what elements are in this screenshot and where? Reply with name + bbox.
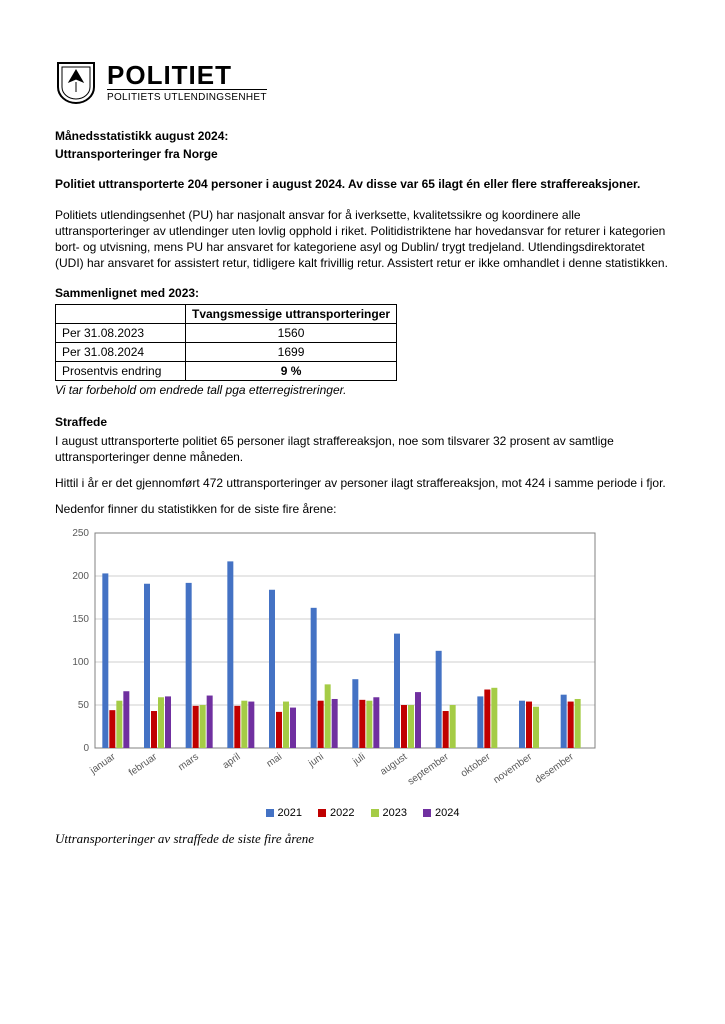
svg-text:april: april [221, 752, 243, 772]
logo-title: POLITIET [107, 62, 267, 88]
chart-container: 0 50 100 150 200 250 januar februar mars april mai… [55, 523, 670, 820]
svg-text:100: 100 [72, 657, 89, 668]
legend-item: 2024 [423, 806, 459, 821]
legend-swatch [371, 809, 379, 817]
legend-label: 2024 [435, 807, 459, 819]
crest-icon [55, 60, 97, 106]
straffede-p2: Hittil i år er det gjennomført 472 uttra… [55, 475, 670, 491]
svg-text:januar: januar [88, 751, 118, 777]
legend-swatch [423, 809, 431, 817]
legend-item: 2021 [266, 806, 302, 821]
svg-text:150: 150 [72, 614, 89, 625]
svg-text:250: 250 [72, 528, 89, 539]
svg-text:juli: juli [350, 752, 367, 769]
compare-empty-header [56, 304, 186, 323]
legend-item: 2022 [318, 806, 354, 821]
chart-legend: 2021 2022 2023 2024 [55, 806, 670, 821]
legend-item: 2023 [371, 806, 407, 821]
legend-label: 2021 [278, 807, 302, 819]
svg-text:november: november [491, 751, 534, 786]
legend-label: 2022 [330, 807, 354, 819]
logo-block: POLITIET POLITIETS UTLENDINGSENHET [55, 60, 670, 106]
chart-caption: Uttransporteringer av straffede de siste… [55, 830, 670, 848]
legend-swatch [318, 809, 326, 817]
logo-text: POLITIET POLITIETS UTLENDINGSENHET [107, 62, 267, 105]
compare-table: Tvangsmessige uttransporteringer Per 31.… [55, 304, 397, 382]
svg-text:september: september [406, 751, 452, 787]
compare-footnote: Vi tar forbehold om endrede tall pga ett… [55, 382, 670, 398]
svg-text:200: 200 [72, 571, 89, 582]
summary-paragraph: Politiet uttransporterte 204 personer i … [55, 176, 670, 192]
legend-label: 2023 [383, 807, 407, 819]
compare-heading: Sammenlignet med 2023: [55, 285, 670, 301]
svg-text:oktober: oktober [459, 751, 493, 780]
doc-heading-line2: Uttransporteringer fra Norge [55, 146, 670, 162]
svg-text:august: august [378, 752, 409, 778]
intro-paragraph: Politiets utlendingsenhet (PU) har nasjo… [55, 207, 670, 272]
svg-text:mai: mai [265, 752, 285, 770]
svg-text:februar: februar [127, 751, 160, 779]
svg-text:juni: juni [306, 752, 326, 771]
table-row: Per 31.08.2023 1560 [56, 323, 397, 342]
svg-text:0: 0 [83, 743, 89, 754]
svg-text:50: 50 [78, 700, 90, 711]
straffede-p1: I august uttransporterte politiet 65 per… [55, 433, 670, 465]
doc-heading-line1: Månedsstatistikk august 2024: [55, 128, 670, 144]
bar-chart: 0 50 100 150 200 250 januar februar mars april mai… [55, 523, 615, 793]
compare-col-header: Tvangsmessige uttransporteringer [186, 304, 397, 323]
legend-swatch [266, 809, 274, 817]
table-row: Prosentvis endring 9 % [56, 362, 397, 381]
table-row: Per 31.08.2024 1699 [56, 342, 397, 361]
straffede-p3: Nedenfor finner du statistikken for de s… [55, 501, 670, 517]
svg-text:desember: desember [533, 751, 576, 786]
svg-text:mars: mars [176, 752, 201, 774]
logo-subtitle: POLITIETS UTLENDINGSENHET [107, 89, 267, 105]
straffede-heading: Straffede [55, 414, 670, 430]
